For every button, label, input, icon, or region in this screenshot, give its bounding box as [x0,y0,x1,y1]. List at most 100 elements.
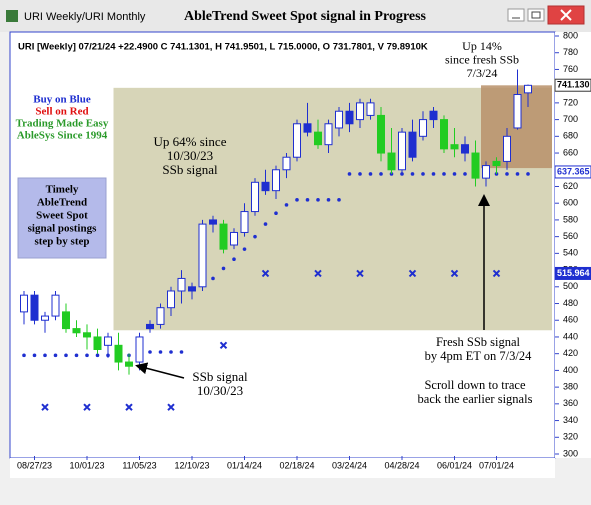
y-tick-label: 480 [563,298,578,308]
annotation-timely: step by step [34,236,89,248]
candle-body [345,110,354,125]
maximize-button[interactable] [527,8,545,22]
stop-dot [326,198,331,202]
candle-body [335,110,343,129]
annotation-up14: Up 14% [462,39,502,53]
candle-body [461,144,469,154]
stop-dot [95,353,100,358]
price-tag [554,266,591,280]
legend-line: Trading Made Easy [16,118,109,130]
annotation-up14: since fresh SSb [445,52,519,66]
stop-dot [211,276,215,281]
x-mark [492,269,501,278]
y-tick-label: 800 [563,30,578,40]
y-tick-label: 720 [563,97,578,107]
note-box [17,177,107,259]
annotation-up64: 10/30/23 [167,148,213,163]
stop-dot [53,353,58,358]
stop-dot [410,172,415,176]
x-mark [41,403,49,411]
x-tick-label: 07/01/24 [479,460,514,470]
candle-body [93,336,102,350]
y-tick-label: 420 [563,348,578,358]
annotation-up64: Up 64% since [154,134,227,149]
candle-body [125,361,133,367]
candle-body [114,344,123,363]
signal-zone [113,87,552,331]
stop-dot [263,222,268,226]
y-tick-label: 500 [563,281,578,291]
stop-dot [452,172,457,176]
candle-body [230,231,238,246]
x-mark [83,403,91,411]
y-axis-area [555,32,591,458]
y-tick-label: 440 [563,331,578,341]
candle-body [492,160,501,167]
candle-body [303,123,312,133]
stop-dot [358,172,362,176]
x-mark [261,269,270,278]
x-mark [408,269,417,278]
price-tag [554,78,591,92]
x-mark [125,403,133,411]
x-tick-label: 06/01/24 [437,460,472,470]
annotation-fresh: Fresh SSb signal [436,335,521,349]
candle-body [366,102,375,116]
maximize-icon [531,11,541,19]
stop-dot [64,353,68,358]
x-tick-label: 12/10/23 [174,460,209,470]
candle-body [272,169,280,192]
candle-body [198,223,207,288]
candle-body [398,131,406,171]
window-buttons [507,5,585,25]
candle-body [324,123,333,146]
stop-dot [431,172,436,176]
y-tick-label: 620 [563,181,578,191]
candle-body [219,223,228,250]
candle-body [104,336,112,346]
minimize-button[interactable] [507,8,525,22]
candle-body [261,181,270,192]
x-mark [219,341,228,350]
y-tick-label: 600 [563,198,578,208]
x-tick-label: 02/18/24 [279,460,314,470]
candle-body [356,102,364,121]
stop-dot [158,350,163,354]
candle-body [524,84,532,94]
chart-title: AbleTrend Sweet Spot signal in Progress [184,9,427,24]
annotation-timely: Sweet Spot [36,210,88,222]
y-tick-label: 680 [563,131,578,141]
candle-body [503,135,511,162]
x-mark [450,269,459,278]
price-tag-label: 637.365 [557,166,590,176]
candle-body [83,332,91,338]
candle-body [471,152,480,179]
annotation-up14: 7/3/24 [467,66,498,80]
candle-body [377,114,385,154]
stop-dot [221,266,226,271]
y-tick-label: 580 [563,214,578,224]
y-tick-label: 760 [563,64,578,74]
y-tick-label: 320 [563,432,578,442]
tab-label: URI Weekly/URI Monthly [24,11,146,23]
x-tick-label: 04/28/24 [384,460,419,470]
x-tick-label: 03/24/24 [332,460,367,470]
candle-body [482,165,490,179]
stop-dot [515,172,520,176]
candle-body [51,294,60,317]
candle-body [167,290,175,309]
y-tick-label: 460 [563,315,578,325]
y-tick-label: 300 [563,448,578,458]
x-tick-label: 01/14/24 [227,460,262,470]
y-tick-label: 400 [563,365,578,375]
stop-dot [43,353,47,358]
annotation-fresh: by 4pm ET on 7/3/24 [425,349,532,363]
stop-dot [505,172,509,176]
candle-body [20,294,28,313]
stop-dot [442,172,446,176]
candle-body [419,119,427,137]
stop-dot [85,353,89,358]
candle-body [30,294,39,321]
stop-dot [526,172,530,176]
